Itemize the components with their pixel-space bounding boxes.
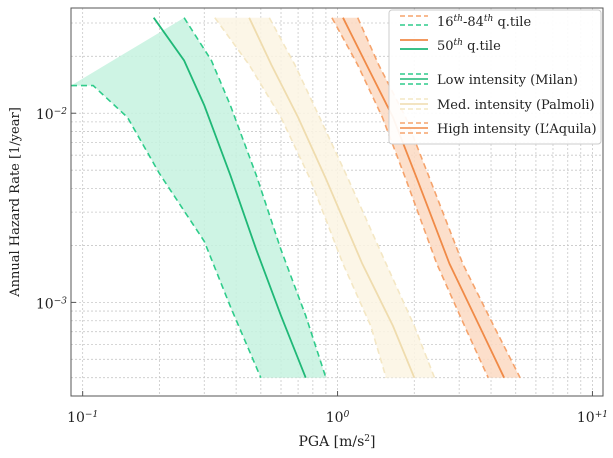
band-series-2: [331, 17, 521, 378]
y-tick-label: 10−2: [36, 107, 67, 123]
legend: 16th-84th q.tile 50th q.tile Low intensity…: [388, 9, 602, 145]
quantile-lines: [71, 17, 521, 379]
legend-label: Med. intensity (Palmoli): [437, 98, 595, 113]
band-series-1: [214, 17, 435, 378]
q84-line-series-0: [183, 17, 327, 378]
q84-line-series-2: [356, 17, 521, 379]
median-line-series-2: [342, 17, 505, 379]
x-tick-label: 100: [326, 410, 350, 426]
legend-label: 16th-84th q.tile: [437, 14, 531, 30]
q16-line-series-2: [331, 17, 489, 379]
plot-frame: [70, 7, 604, 397]
q84-line-series-1: [268, 17, 436, 378]
q16-line-series-0: [71, 84, 262, 379]
quantile-bands: [71, 17, 521, 378]
axis-ticks: 10−1 100 10+1 10−3 10−2: [36, 107, 608, 426]
median-line-series-1: [248, 17, 416, 379]
y-tick-label: 10−3: [36, 296, 67, 312]
legend-label: High intensity (L’Aquila): [437, 122, 597, 137]
x-tick-label: 10−1: [67, 410, 98, 426]
legend-label: 50th q.tile: [437, 38, 501, 54]
legend-label: Low intensity (Milan): [437, 73, 578, 88]
band-series-0: [71, 17, 326, 378]
legend-box: [388, 9, 602, 145]
median-line-series-0: [152, 17, 307, 379]
x-tick-label: 10+1: [577, 410, 608, 426]
y-axis-label: Annual Hazard Rate [1/year]: [8, 107, 23, 298]
x-axis-label: PGA [m/s2]: [298, 434, 375, 450]
